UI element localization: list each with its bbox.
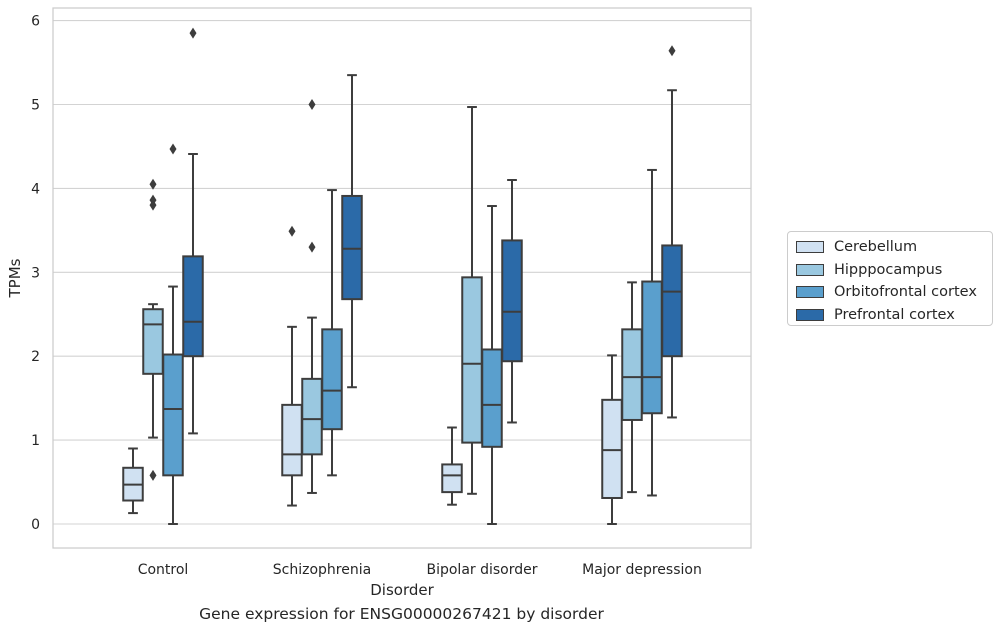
box-group xyxy=(641,168,663,497)
legend-swatch xyxy=(796,308,824,321)
box-iqr xyxy=(341,194,363,301)
y-axis-title: TPMs xyxy=(6,258,24,298)
box-group xyxy=(321,189,343,477)
y-tick-label: 3 xyxy=(31,265,40,281)
outlier-point xyxy=(189,27,197,39)
outlier-point xyxy=(288,225,296,237)
outlier-point xyxy=(169,143,177,155)
box-iqr xyxy=(621,328,643,421)
legend-swatch xyxy=(796,263,824,276)
box-group xyxy=(341,74,363,389)
box-group xyxy=(461,106,483,495)
box-group xyxy=(661,45,683,419)
outlier-point xyxy=(149,178,157,190)
x-tick-label: Major depression xyxy=(582,562,702,578)
plot-frame xyxy=(52,7,752,549)
box-group xyxy=(142,178,164,481)
box-group xyxy=(441,426,463,506)
legend-label: Cerebellum xyxy=(834,239,918,256)
y-tick-label: 6 xyxy=(31,14,40,30)
outlier-point xyxy=(668,45,676,57)
x-tick-label: Control xyxy=(138,562,189,578)
box-iqr xyxy=(501,239,523,363)
box-group xyxy=(122,447,144,515)
outlier-point xyxy=(149,194,157,206)
box-group xyxy=(162,143,184,525)
legend-item: Prefrontal cortex xyxy=(796,304,984,327)
box-group xyxy=(481,205,503,525)
y-tick-label: 0 xyxy=(31,517,40,533)
x-axis-title: Disorder xyxy=(370,581,434,599)
box-iqr xyxy=(461,276,483,444)
gridlines xyxy=(53,20,751,525)
box-iqr xyxy=(661,244,683,358)
box-group xyxy=(301,99,323,494)
legend: Cerebellum Hipppocampus Orbitofrontal cort… xyxy=(787,231,993,326)
box-group xyxy=(621,281,643,494)
box-group xyxy=(501,179,523,424)
box-iqr xyxy=(182,255,204,358)
legend-label: Prefrontal cortex xyxy=(834,306,955,323)
y-tick-label: 1 xyxy=(31,433,40,449)
legend-swatch xyxy=(796,286,824,299)
box-iqr xyxy=(301,377,323,456)
x-tick-label: Bipolar disorder xyxy=(426,562,537,578)
x-tick-labels: Control Schizophrenia Bipolar disorder Majo… xyxy=(138,562,702,578)
box-iqr xyxy=(601,398,623,499)
box-iqr xyxy=(441,463,463,494)
box-group xyxy=(281,225,303,507)
y-tick-label: 2 xyxy=(31,349,40,365)
chart-caption: Gene expression for ENSG00000267421 by d… xyxy=(199,605,604,623)
box-iqr xyxy=(481,348,503,448)
legend-item: Cerebellum xyxy=(796,236,984,259)
box-iqr xyxy=(321,328,343,431)
box-iqr xyxy=(142,308,164,375)
x-tick-label: Schizophrenia xyxy=(273,562,371,578)
outlier-point xyxy=(308,99,316,110)
box-group xyxy=(601,354,623,525)
outlier-point xyxy=(308,241,316,253)
box-layer xyxy=(122,27,683,525)
legend-item: Hipppocampus xyxy=(796,259,984,282)
legend-swatch xyxy=(796,241,824,254)
legend-label: Hipppocampus xyxy=(834,261,943,278)
y-tick-label: 5 xyxy=(31,98,40,114)
box-iqr xyxy=(162,353,184,477)
box-iqr xyxy=(281,403,303,477)
y-tick-labels: 0 1 2 3 4 5 6 xyxy=(31,14,40,533)
legend-label: Orbitofrontal cortex xyxy=(834,284,977,301)
box-iqr xyxy=(641,280,663,415)
box-group xyxy=(182,27,204,435)
y-tick-label: 4 xyxy=(31,181,40,197)
outlier-point xyxy=(149,469,157,481)
legend-item: Orbitofrontal cortex xyxy=(796,281,984,304)
